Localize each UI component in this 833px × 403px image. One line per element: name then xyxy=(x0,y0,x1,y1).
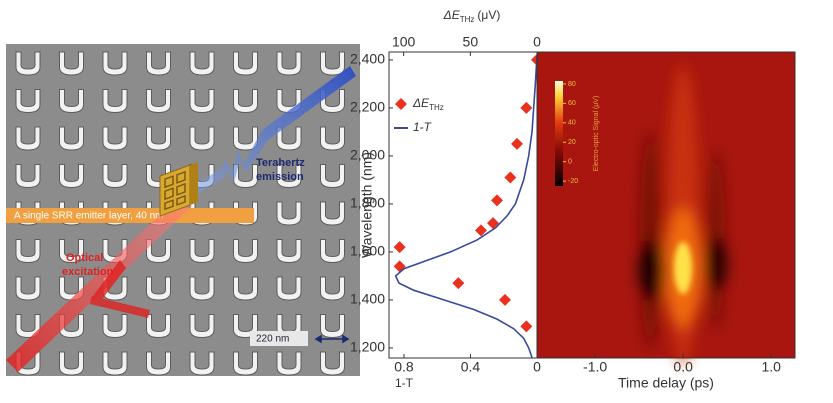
banner-text: A single SRR emitter layer, 40 nm xyxy=(14,211,164,222)
legend-label: 1-T xyxy=(413,120,433,134)
excitation-label: excitation xyxy=(62,266,114,278)
title-part: ΔE xyxy=(412,96,430,110)
title-part: THz xyxy=(460,15,475,24)
figure: A single SRR emitter layer, 40 nm Terahe… xyxy=(0,0,833,403)
x-tick-label: 0.8 xyxy=(394,359,414,375)
colorbar-tick-label: 60 xyxy=(568,100,576,107)
y-axis-title: Wavelength (nm) xyxy=(359,152,375,258)
heatmap-field xyxy=(537,52,795,358)
emission-label: emission xyxy=(256,171,304,183)
colorbar-tick-label: -20 xyxy=(568,178,578,185)
x-axis-title: 1-T xyxy=(395,376,414,390)
colorbar-title: Electro-optic Signal (μV) xyxy=(593,96,600,172)
scale-label: 220 nm xyxy=(256,334,289,345)
title-part: ΔE xyxy=(443,8,461,22)
y-tick-label: 2,400 xyxy=(350,51,385,67)
heatmap-chart: -1.0 0.0 1.0 Time delay (ps) -20 0 20 40 60 80 Ele… xyxy=(537,52,795,391)
x2-tick-label: 0 xyxy=(533,34,541,50)
y-tick-label: 2,200 xyxy=(350,99,385,115)
x-axis-title: Time delay (ps) xyxy=(618,375,714,391)
title-part: THz xyxy=(429,103,444,112)
illustration: A single SRR emitter layer, 40 nm Terahe… xyxy=(6,44,360,376)
x2-axis-title: ΔETHz(μV) xyxy=(443,8,501,24)
y-tick-label: 1,200 xyxy=(350,339,385,355)
x-tick-label: 0 xyxy=(533,359,541,375)
y-tick-label: 1,400 xyxy=(350,291,385,307)
title-part: 1-T xyxy=(413,120,433,134)
excitation-label: Optical xyxy=(66,252,103,264)
x2-tick-label: 50 xyxy=(463,34,479,50)
x-tick-label: -1.0 xyxy=(583,359,607,375)
colorbar xyxy=(555,81,563,186)
x-tick-label: 0.4 xyxy=(461,359,481,375)
emission-label: Terahertz xyxy=(256,157,305,169)
title-part: (μV) xyxy=(477,8,500,22)
colorbar-tick-label: 80 xyxy=(568,81,576,88)
x-tick-label: 1.0 xyxy=(761,359,781,375)
x2-tick-label: 100 xyxy=(392,34,416,50)
colorbar-tick-label: 40 xyxy=(568,120,576,127)
colorbar-tick-label: 20 xyxy=(568,139,576,146)
heatmap-peak xyxy=(674,242,692,294)
x-tick-label: 0.0 xyxy=(673,359,693,375)
colorbar-tick-label: 0 xyxy=(568,159,572,166)
